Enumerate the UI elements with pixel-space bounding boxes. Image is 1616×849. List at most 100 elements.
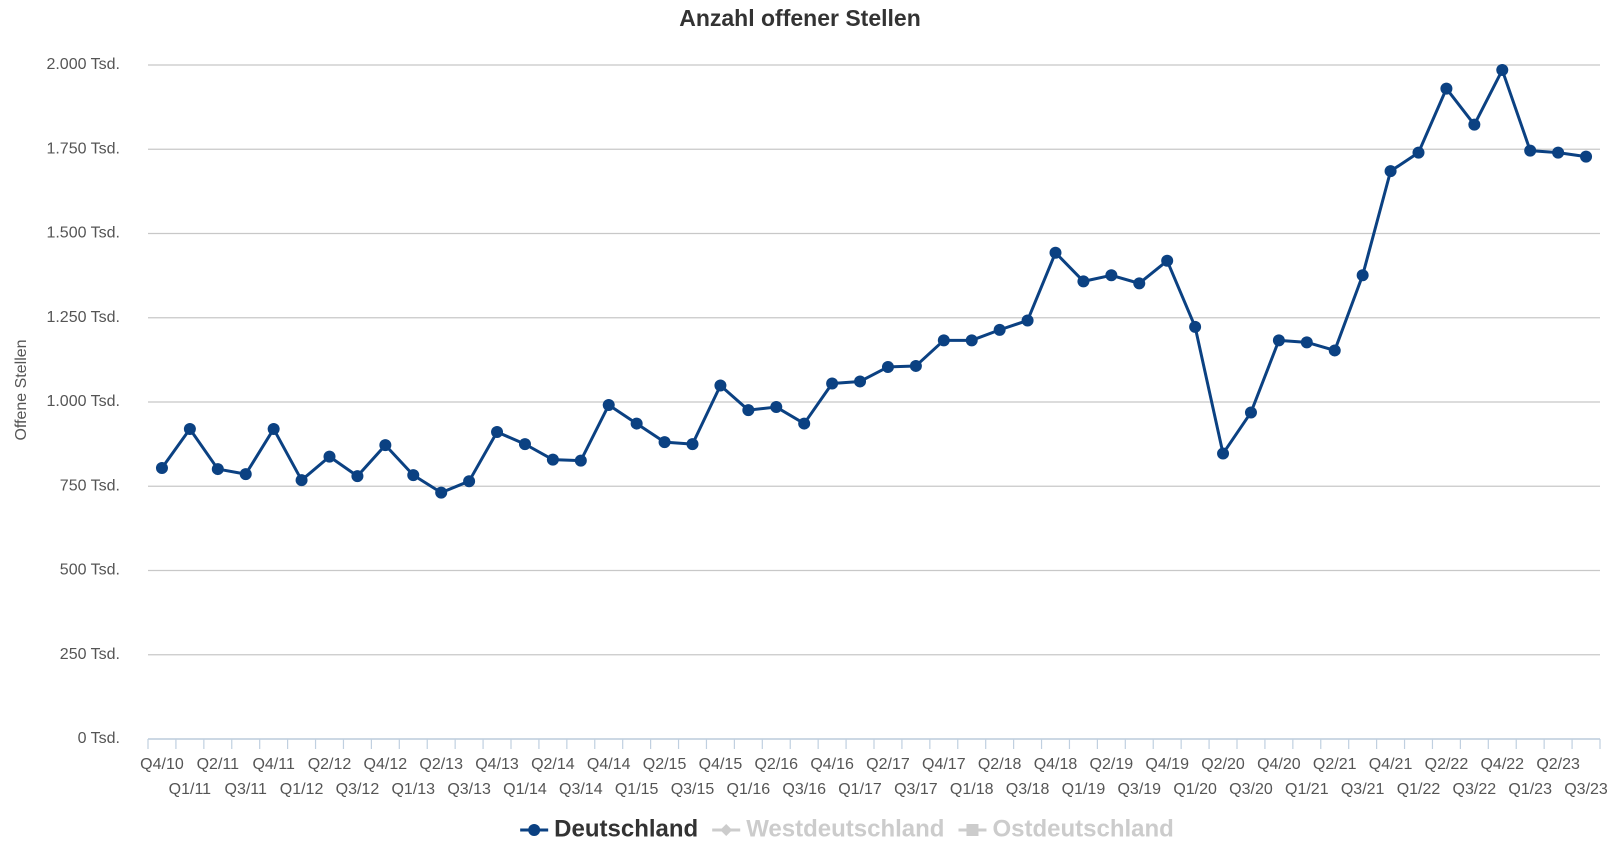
- x-tick-label: Q2/13: [419, 756, 463, 773]
- x-tick-label: Q1/23: [1508, 781, 1552, 798]
- x-tick-label: Q3/16: [782, 781, 826, 798]
- x-tick-label: Q1/11: [169, 781, 212, 798]
- x-tick-label: Q4/19: [1145, 756, 1189, 773]
- x-tick-label: Q3/12: [336, 781, 380, 798]
- point: [574, 454, 587, 467]
- legend-marker: [720, 824, 733, 836]
- x-tick-label: Q1/19: [1062, 781, 1106, 798]
- point: [1300, 336, 1313, 349]
- point: [407, 469, 420, 482]
- x-tick-label: Q4/16: [810, 756, 854, 773]
- point: [1077, 275, 1090, 288]
- point: [1161, 254, 1174, 267]
- x-tick-label: Q3/18: [1006, 781, 1050, 798]
- point: [546, 453, 559, 466]
- x-tick-label: Q3/23: [1564, 781, 1608, 798]
- x-tick-label: Q1/22: [1397, 781, 1441, 798]
- point: [1524, 144, 1537, 157]
- x-tick-label: Q1/12: [280, 781, 324, 798]
- point: [1244, 406, 1257, 419]
- x-tick-label: Q1/17: [838, 781, 882, 798]
- x-tick-label: Q2/18: [978, 756, 1022, 773]
- point: [379, 439, 392, 452]
- x-tick-label: Q3/20: [1229, 781, 1273, 798]
- x-tick-label: Q1/14: [503, 781, 547, 798]
- point: [1105, 269, 1118, 282]
- x-tick-label: Q2/19: [1090, 756, 1134, 773]
- y-tick-label: 250 Tsd.: [60, 646, 120, 663]
- point: [1217, 447, 1230, 460]
- x-tick-label: Q2/14: [531, 756, 575, 773]
- point: [1328, 344, 1341, 357]
- x-tick-label: Q3/13: [447, 781, 491, 798]
- x-tick-label: Q4/10: [140, 756, 184, 773]
- x-tick-label: Q2/12: [308, 756, 352, 773]
- y-axis-label: Offene Stellen: [13, 339, 30, 440]
- y-tick-label: 0 Tsd.: [78, 730, 120, 747]
- point: [295, 474, 308, 487]
- x-tick-label: Q2/22: [1425, 756, 1469, 773]
- legend-item: Ostdeutschland: [958, 815, 1174, 842]
- legend-label: Deutschland: [554, 815, 698, 842]
- x-tick-label: Q3/14: [559, 781, 603, 798]
- point: [798, 417, 811, 430]
- y-tick-label: 1.500 Tsd.: [46, 225, 120, 242]
- point: [1580, 150, 1593, 163]
- legend-label: Westdeutschland: [746, 815, 944, 842]
- x-tick-label: Q1/13: [391, 781, 435, 798]
- point: [351, 470, 364, 483]
- point: [183, 422, 196, 435]
- x-tick-label: Q2/20: [1201, 756, 1245, 773]
- y-tick-label: 1.250 Tsd.: [46, 309, 120, 326]
- x-tick-label: Q3/22: [1453, 781, 1497, 798]
- point: [602, 399, 615, 412]
- point: [1272, 334, 1285, 347]
- x-tick-label: Q3/17: [894, 781, 938, 798]
- x-tick-label: Q3/15: [671, 781, 715, 798]
- point: [881, 360, 894, 373]
- x-tick-label: Q1/16: [727, 781, 771, 798]
- legend-marker: [528, 824, 541, 836]
- point: [826, 377, 839, 390]
- x-tick-label: Q1/15: [615, 781, 659, 798]
- point: [323, 450, 336, 463]
- point: [1384, 165, 1397, 178]
- point: [435, 486, 448, 499]
- point: [1133, 277, 1146, 290]
- y-tick-label: 500 Tsd.: [60, 562, 120, 579]
- x-tick-label: Q3/19: [1117, 781, 1161, 798]
- x-tick-label: Q1/20: [1173, 781, 1217, 798]
- x-tick-label: Q4/18: [1034, 756, 1078, 773]
- point: [267, 422, 280, 435]
- point: [491, 425, 504, 438]
- x-tick-label: Q2/21: [1313, 756, 1357, 773]
- x-tick-label: Q1/21: [1285, 781, 1329, 798]
- x-tick-label: Q4/15: [699, 756, 743, 773]
- legend-item: Deutschland: [520, 815, 698, 842]
- point: [463, 475, 476, 488]
- x-tick-label: Q1/18: [950, 781, 994, 798]
- point: [686, 438, 699, 451]
- x-tick-label: Q4/20: [1257, 756, 1301, 773]
- point: [518, 438, 531, 451]
- point: [1356, 269, 1369, 282]
- y-tick-label: 1.750 Tsd.: [46, 140, 120, 157]
- point: [770, 401, 783, 414]
- x-tick-label: Q3/11: [225, 781, 268, 798]
- point: [239, 468, 252, 481]
- legend-label: Ostdeutschland: [992, 815, 1173, 842]
- x-tick-label: Q2/23: [1536, 756, 1580, 773]
- x-tick-label: Q3/21: [1341, 781, 1385, 798]
- point: [1049, 246, 1062, 259]
- point: [1496, 64, 1509, 77]
- point: [155, 462, 168, 475]
- x-tick-label: Q2/15: [643, 756, 687, 773]
- point: [742, 404, 755, 417]
- point: [1412, 146, 1425, 159]
- point: [1552, 146, 1565, 159]
- x-tick-label: Q2/17: [866, 756, 910, 773]
- y-tick-label: 1.000 Tsd.: [46, 393, 120, 410]
- x-tick-label: Q4/21: [1369, 756, 1413, 773]
- x-tick-label: Q4/12: [364, 756, 408, 773]
